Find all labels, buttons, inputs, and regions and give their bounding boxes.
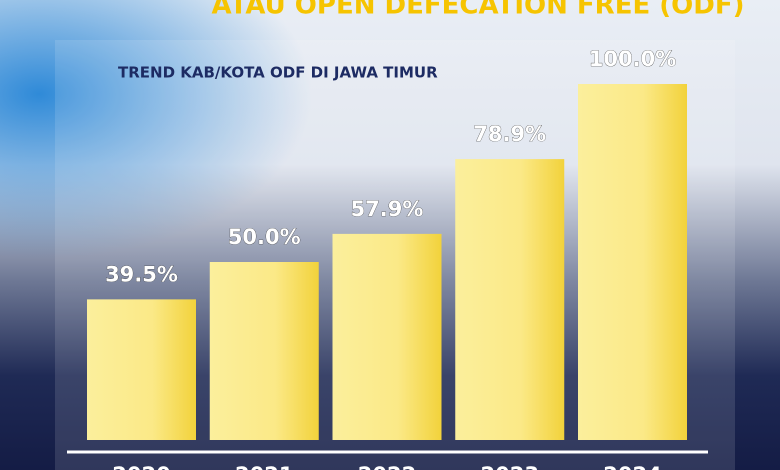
chart-subtitle: TREND KAB/KOTA ODF DI JAWA TIMUR xyxy=(118,64,438,82)
x-tick-label: 2024 xyxy=(603,463,661,470)
bar xyxy=(209,262,319,440)
chart-title: ATAU OPEN DEFECATION FREE (ODF) xyxy=(212,0,745,21)
value-label: 57.9% xyxy=(351,197,424,221)
bar xyxy=(578,84,687,440)
x-tick-label: 2023 xyxy=(481,463,539,470)
value-label: 100.0% xyxy=(589,47,676,71)
value-label: 39.5% xyxy=(105,262,178,286)
bar xyxy=(332,233,442,440)
value-label: 78.9% xyxy=(473,122,546,146)
x-tick-label: 2022 xyxy=(358,463,416,470)
value-label: 50.0% xyxy=(228,225,301,249)
bar xyxy=(455,159,565,440)
x-tick-label: 2021 xyxy=(235,463,293,470)
bar xyxy=(87,299,196,440)
x-tick-label: 2020 xyxy=(112,463,170,470)
